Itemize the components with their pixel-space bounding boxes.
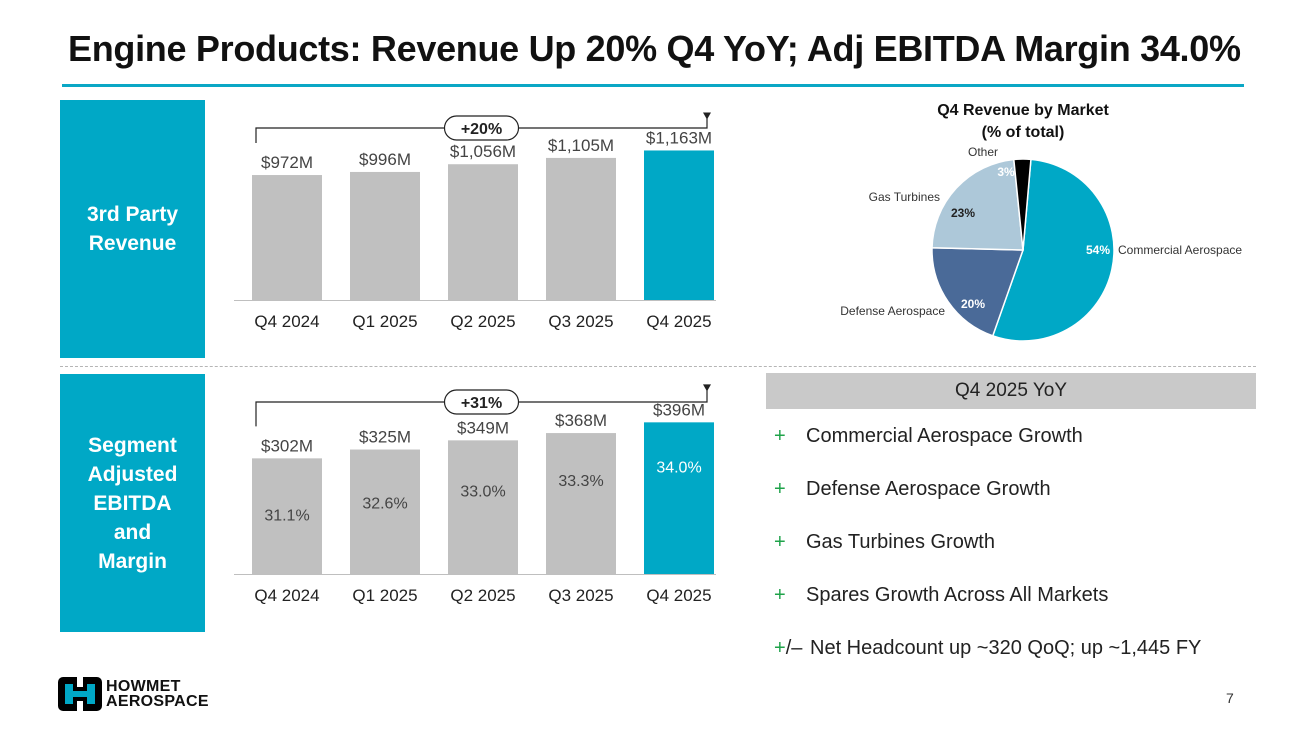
ebitda-label-line: and <box>113 520 152 544</box>
x-tick-label: Q1 2025 <box>352 312 417 331</box>
x-tick-label: Q2 2025 <box>450 312 515 331</box>
bar-value-label: $368M <box>555 411 607 430</box>
x-tick-label: Q3 2025 <box>548 586 613 605</box>
pie-category-label: Defense Aerospace <box>840 304 945 318</box>
yoy-bullet-text: Commercial Aerospace Growth <box>806 425 1083 447</box>
bar-value-label: $1,056M <box>450 142 516 161</box>
yoy-header: Q4 2025 YoY <box>766 373 1256 409</box>
bar-value-label: $396M <box>653 400 705 419</box>
ebitda-label-line: Adjusted <box>87 462 178 486</box>
ebitda-label-line: Segment <box>88 433 177 457</box>
pie-slice <box>1012 158 1032 251</box>
growth-arrow-icon <box>703 384 711 392</box>
bar <box>448 440 518 574</box>
growth-badge-label: +20% <box>461 121 502 138</box>
revenue-bar-chart: $972M Q4 2024 $996M Q1 2025 $1,056M Q2 2025 $1… <box>234 112 716 331</box>
pie-slice-label: 54% <box>1086 243 1110 257</box>
page-number: 7 <box>1226 690 1234 706</box>
yoy-bullet-text: Spares Growth Across All Markets <box>806 584 1109 606</box>
pie-slice-label: 3% <box>997 165 1015 179</box>
minus-part: /– <box>785 637 803 659</box>
growth-badge-label: +31% <box>461 395 502 412</box>
bar-value-label: $972M <box>261 153 313 172</box>
revenue-label-line: 3rd Party <box>86 203 179 226</box>
x-tick-label: Q4 2024 <box>254 312 319 331</box>
yoy-bullet-text: Gas Turbines Growth <box>806 531 995 553</box>
section-divider <box>60 366 1256 367</box>
page-title: Engine Products: Revenue Up 20% Q4 YoY; … <box>68 28 1241 69</box>
bar <box>448 164 518 300</box>
bar <box>546 157 616 300</box>
bar-margin-label: 33.0% <box>460 483 505 500</box>
bar <box>644 422 714 574</box>
plus-icon: + <box>774 584 786 606</box>
yoy-bullet: + Spares Growth Across All Markets <box>774 584 1108 607</box>
ebitda-label-line: Margin <box>98 549 167 573</box>
pie-category-label: Commercial Aerospace <box>1118 243 1242 257</box>
plus-part: + <box>774 637 786 659</box>
pie-subtitle: (% of total) <box>982 124 1065 141</box>
ebitda-label-line: EBITDA <box>93 491 172 515</box>
bar-margin-label: 33.3% <box>558 473 603 490</box>
logo-line: AEROSPACE <box>106 693 209 710</box>
bar <box>546 433 616 574</box>
x-tick-label: Q1 2025 <box>352 586 417 605</box>
yoy-bullet-text: Net Headcount up ~320 QoQ; up ~1,445 FY <box>810 637 1202 659</box>
yoy-bullet-mixed: +/– Net Headcount up ~320 QoQ; up ~1,445… <box>774 637 1201 660</box>
title-underline <box>62 84 1244 87</box>
yoy-bullet: + Defense Aerospace Growth <box>774 478 1051 501</box>
bar-value-label: $302M <box>261 436 313 455</box>
bar-margin-label: 34.0% <box>656 459 701 476</box>
yoy-bullet: + Commercial Aerospace Growth <box>774 425 1083 448</box>
x-tick-label: Q4 2024 <box>254 586 319 605</box>
x-tick-label: Q4 2025 <box>646 586 711 605</box>
plus-icon: + <box>774 478 786 500</box>
pie-title: Q4 Revenue by Market <box>937 102 1109 119</box>
growth-badge <box>443 115 520 141</box>
pie-slice <box>931 247 1025 337</box>
plus-minus-icon: +/– <box>774 637 810 660</box>
pie-category-label: Gas Turbines <box>869 190 940 204</box>
bar-value-label: $325M <box>359 428 411 447</box>
growth-arrow-icon <box>703 112 711 120</box>
bar-value-label: $349M <box>457 418 509 437</box>
revenue-side-label: 3rd Party Revenue <box>60 100 205 358</box>
bar <box>252 458 322 574</box>
logo-line: HOWMET <box>106 678 181 695</box>
pie-category-label: Other <box>968 145 998 159</box>
growth-badge <box>443 389 520 415</box>
x-tick-label: Q4 2025 <box>646 312 711 331</box>
bar-margin-label: 32.6% <box>362 496 407 513</box>
yoy-bullet-text: Defense Aerospace Growth <box>806 478 1051 500</box>
bar <box>644 150 714 300</box>
x-tick-label: Q3 2025 <box>548 312 613 331</box>
bar-value-label: $1,105M <box>548 136 614 155</box>
bar <box>350 449 420 574</box>
yoy-bullet: + Gas Turbines Growth <box>774 531 995 554</box>
pie-slice <box>991 158 1115 342</box>
x-tick-label: Q2 2025 <box>450 586 515 605</box>
bar <box>252 175 322 300</box>
pie-slice <box>931 158 1024 251</box>
bar-margin-label: 31.1% <box>264 507 309 524</box>
howmet-logo-icon <box>58 677 102 711</box>
ebitda-side-label: Segment Adjusted EBITDA and Margin <box>60 374 205 632</box>
plus-icon: + <box>774 425 786 447</box>
plus-icon: + <box>774 531 786 553</box>
revenue-label-line: Revenue <box>88 232 177 255</box>
market-pie-chart: Q4 Revenue by Market (% of total) 54% Comme… <box>840 102 1242 342</box>
bar <box>350 171 420 300</box>
bar-value-label: $996M <box>359 150 411 169</box>
pie-slice-label: 23% <box>951 206 975 220</box>
ebitda-bar-chart: $302M Q4 2024 31.1% $325M Q1 2025 32.6% $349M Q… <box>234 384 716 605</box>
bar-value-label: $1,163M <box>646 128 712 147</box>
company-logo-text: HOWMET AEROSPACE <box>106 678 209 710</box>
pie-slice-label: 20% <box>961 297 985 311</box>
